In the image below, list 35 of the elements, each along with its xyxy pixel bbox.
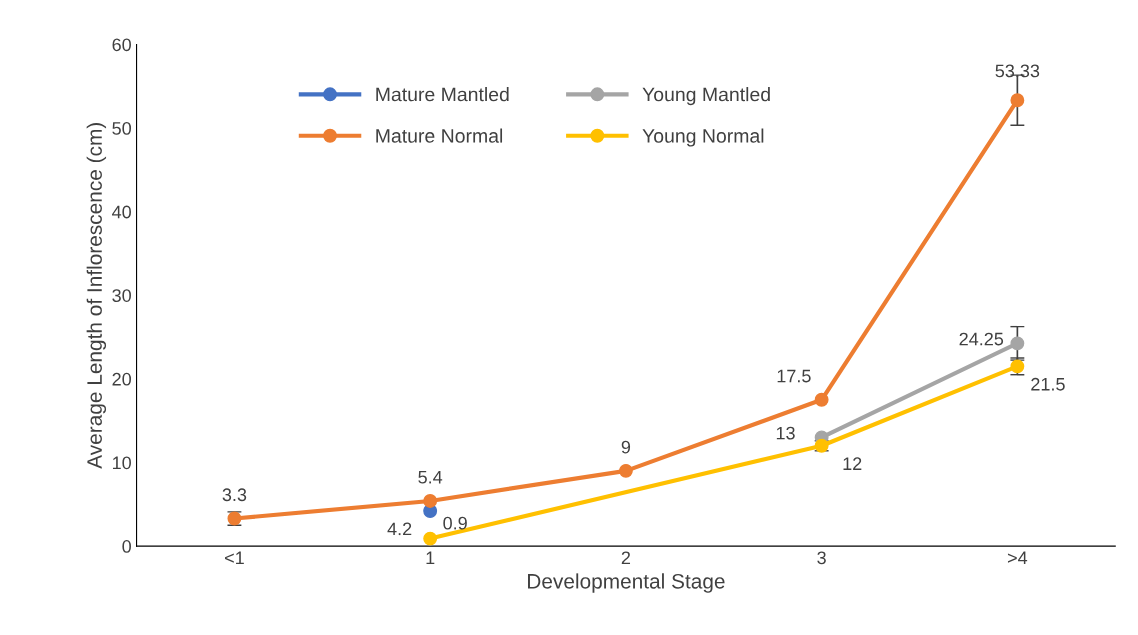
- x-tick-label: 2: [621, 551, 631, 565]
- data-label: 5.4: [418, 470, 443, 484]
- data-label: 24.25: [959, 332, 1004, 346]
- x-tick-label: 1: [426, 551, 435, 565]
- x-tick-label: <1: [225, 551, 244, 565]
- data-label: 0.9: [443, 516, 467, 530]
- point: [814, 392, 829, 407]
- y-tick-label: 30: [112, 289, 131, 302]
- data-label: 53.33: [995, 64, 1040, 78]
- data-label: 3.3: [222, 488, 247, 502]
- x-tick-label: >4: [1007, 551, 1028, 565]
- data-label: 21.5: [1031, 377, 1065, 391]
- y-axis-title: Average Length of Inflorescence (cm): [86, 123, 107, 469]
- y-tick-label: 0: [122, 540, 131, 553]
- point: [618, 463, 633, 478]
- y-tick-label: 50: [112, 121, 131, 135]
- legend-label: Mature Mantled: [376, 87, 509, 102]
- y-tick-label: 10: [112, 456, 131, 470]
- point: [423, 531, 438, 546]
- point: [1010, 336, 1025, 351]
- legend-label: Mature Normal: [376, 128, 503, 143]
- data-label: 12: [843, 457, 862, 470]
- data-label: 17.5: [777, 369, 811, 383]
- data-label: 9: [621, 440, 631, 454]
- x-tick-label: 3: [817, 551, 826, 565]
- data-label: 4.2: [387, 522, 412, 536]
- y-tick-label: 40: [112, 205, 131, 219]
- legend-label: Young Normal: [642, 128, 764, 147]
- y-tick-label: 60: [112, 38, 131, 52]
- x-axis-title: Developmental Stage: [528, 573, 725, 593]
- point: [423, 494, 438, 508]
- point: [1010, 93, 1025, 108]
- data-label: 13: [776, 426, 795, 440]
- legend-label: Young Mantled: [642, 87, 770, 106]
- y-tick-label: 20: [112, 372, 131, 386]
